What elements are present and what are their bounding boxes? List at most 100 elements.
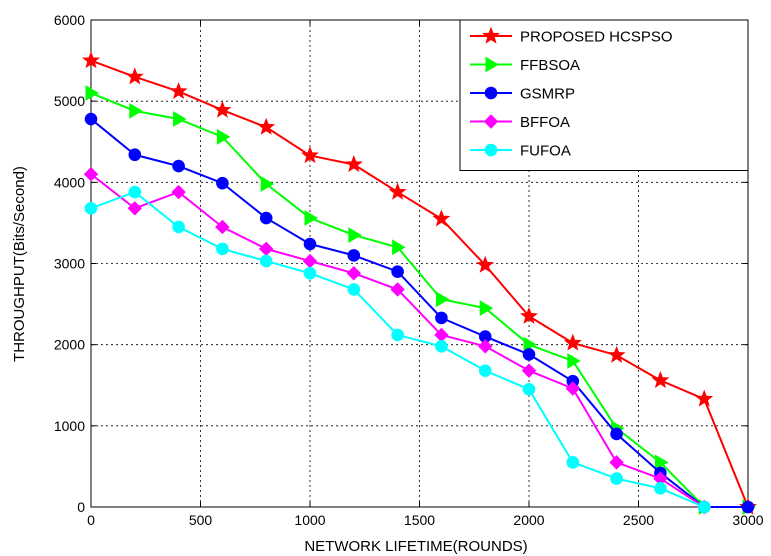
data-point	[695, 389, 714, 407]
data-point	[128, 185, 142, 199]
data-point	[215, 219, 230, 235]
legend-label: FUFOA	[520, 143, 571, 160]
data-point	[522, 348, 536, 361]
data-point	[259, 254, 273, 268]
legend-label: GSMRP	[520, 86, 575, 103]
legend-entry: FFBSOA	[470, 56, 580, 74]
series-bffoa	[83, 167, 712, 515]
data-point	[173, 111, 187, 127]
x-tick-label: 2500	[623, 512, 654, 528]
legend: PROPOSED HCSPSO FFBSOA GSMRP BFFOA FUFOA	[459, 19, 749, 171]
legend-marker	[484, 86, 498, 100]
data-point	[84, 112, 98, 126]
x-tick-label: 2000	[513, 512, 544, 528]
y-tick-label: 2000	[54, 337, 85, 353]
data-point	[388, 182, 407, 200]
data-point	[565, 381, 581, 396]
data-point	[391, 265, 404, 278]
data-point	[169, 82, 188, 100]
data-point	[127, 201, 143, 216]
data-point	[83, 167, 99, 182]
data-point	[435, 311, 448, 325]
data-point	[171, 184, 186, 200]
data-point	[82, 51, 100, 69]
x-tick-label: 1000	[294, 512, 325, 528]
data-point	[520, 306, 538, 324]
data-point	[521, 363, 537, 378]
legend-label: FFBSOA	[520, 57, 580, 74]
data-point	[390, 282, 405, 297]
data-point	[346, 266, 362, 281]
data-point	[477, 339, 493, 354]
y-axis-label: THROUGHPUT(Bits/Second)	[11, 166, 28, 362]
data-point	[476, 255, 495, 273]
legend-marker	[483, 114, 499, 129]
y-tick-label: 1000	[54, 418, 85, 434]
data-point	[478, 364, 492, 377]
data-point	[347, 283, 361, 296]
legend-entry: PROPOSED HCSPSO	[470, 26, 673, 46]
data-point	[128, 148, 142, 162]
legend-marker	[485, 56, 499, 73]
x-axis-label: NETWORK LIFETIME(ROUNDS)	[304, 538, 527, 555]
data-point	[654, 482, 667, 495]
data-point	[304, 210, 318, 226]
x-tick-label: 3000	[732, 512, 763, 528]
data-point	[392, 239, 406, 256]
legend-label: BFFOA	[520, 114, 570, 131]
data-point	[610, 427, 623, 441]
x-tick-label: 500	[189, 512, 213, 528]
data-point	[301, 146, 319, 164]
data-point	[216, 176, 229, 190]
data-point	[303, 237, 317, 251]
legend-label: PROPOSED HCSPSO	[520, 29, 673, 46]
data-point	[216, 129, 231, 145]
legend-entry: FUFOA	[470, 143, 571, 160]
data-point	[172, 220, 185, 234]
data-point	[609, 455, 624, 470]
data-point	[435, 339, 448, 353]
data-point	[697, 500, 711, 514]
legend-entry: GSMRP	[470, 86, 575, 103]
series-line	[90, 92, 748, 508]
data-point	[172, 159, 185, 173]
data-point	[213, 100, 232, 118]
data-point	[348, 227, 362, 243]
legend-marker	[482, 26, 500, 44]
y-tick-label: 6000	[54, 12, 85, 28]
series-line	[90, 118, 748, 508]
data-point	[125, 67, 144, 85]
legend-entry: BFFOA	[470, 114, 570, 131]
data-point	[85, 85, 99, 101]
data-point	[259, 211, 273, 225]
legend-box	[459, 19, 749, 171]
data-point	[260, 176, 275, 192]
data-point	[347, 249, 361, 262]
data-point	[391, 328, 404, 342]
legend-marker	[484, 143, 498, 157]
data-point	[432, 209, 451, 227]
data-point	[479, 300, 494, 317]
data-point	[84, 202, 98, 215]
data-point	[741, 500, 755, 514]
data-point	[435, 291, 450, 308]
y-tick-label: 3000	[54, 256, 85, 272]
data-point	[216, 242, 229, 256]
series-line	[90, 59, 749, 508]
data-point	[523, 336, 537, 353]
data-point	[651, 370, 670, 388]
data-point	[303, 266, 317, 280]
data-point	[522, 383, 536, 396]
series-fufoa	[84, 185, 711, 514]
data-point	[257, 117, 276, 135]
series-proposed-hcspso	[82, 51, 757, 515]
y-tick-label: 5000	[54, 93, 85, 109]
x-tick-label: 1500	[404, 512, 435, 528]
data-point	[129, 103, 143, 119]
y-tick-label: 4000	[54, 174, 85, 190]
x-tick-label: 0	[87, 512, 95, 528]
data-point	[567, 353, 581, 369]
data-point	[344, 155, 363, 173]
series-lines	[82, 51, 757, 515]
y-tick-label: 0	[77, 499, 85, 515]
